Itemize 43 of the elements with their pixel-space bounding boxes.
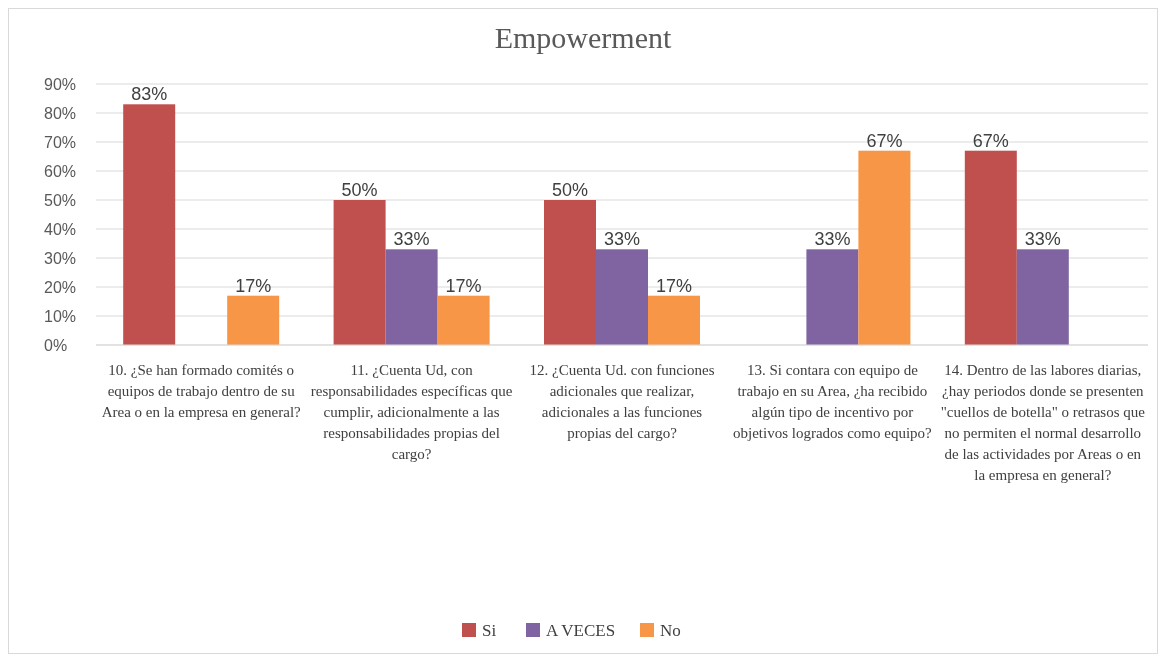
data-label: 33% (814, 229, 851, 250)
data-label: 33% (603, 229, 641, 250)
bar (385, 249, 438, 345)
data-label: 50% (341, 180, 378, 200)
x-tick-label: 13. Si contara con equipo de trabajo en su Area, ¿ha recibido algún tipo de incentivo por objetivos logrados como equipo? (733, 362, 933, 441)
y-tick-label: 40% (44, 221, 77, 238)
x-tick-label: 14. Dentro de las labores diarias, ¿hay periodos donde se presenten "cuellos de botella" o retrasos que no permiten el normal desarrollo de las actividades por Areas o en la empresa en general? (940, 362, 1146, 483)
data-label: 33% (1024, 229, 1061, 250)
legend-label: A VECES (546, 621, 616, 640)
data-label: 17% (445, 275, 482, 296)
y-tick-label: 10% (44, 308, 77, 325)
data-label: 33% (393, 229, 430, 250)
data-label: 50% (551, 180, 589, 200)
bar (596, 249, 648, 345)
bar (806, 249, 859, 345)
legend-label: Si (482, 621, 497, 640)
bar (333, 200, 386, 345)
bar (123, 104, 176, 345)
data-label: 67% (866, 130, 903, 151)
bar (648, 295, 700, 345)
y-tick-label: 80% (44, 105, 77, 122)
y-tick-label: 30% (44, 250, 77, 267)
bar (544, 200, 596, 345)
data-label: 83% (131, 84, 168, 105)
data-label: 17% (655, 275, 693, 296)
bar (858, 150, 911, 345)
data-label: 17% (235, 275, 272, 296)
y-tick-label: 20% (44, 279, 77, 296)
y-tick-label: 90% (44, 76, 77, 93)
y-tick-label: 50% (44, 192, 77, 209)
bar (964, 150, 1017, 345)
bar (1016, 249, 1069, 345)
bar (227, 295, 280, 345)
y-tick-label: 70% (44, 134, 77, 151)
y-tick-label: 60% (44, 163, 77, 180)
data-label: 67% (972, 130, 1009, 151)
x-tick-label: 12. ¿Cuenta Ud. con funciones adicionales que realizar, adicionales a las funciones propias del cargo? (529, 362, 715, 441)
x-tick-label: 11. ¿Cuenta Ud, con responsabilidades específicas que cumplir, adicionalmente a las responsabilidades propias del cargo? (310, 362, 513, 462)
legend-label: No (660, 621, 681, 640)
bar (437, 295, 490, 345)
chart-title: Empowerment (494, 21, 672, 54)
x-tick-label: 10. ¿Se han formado comités o equipos de trabajo dentro de su Area o en la empresa en general? (101, 362, 302, 420)
y-tick-label: 0% (44, 337, 68, 354)
